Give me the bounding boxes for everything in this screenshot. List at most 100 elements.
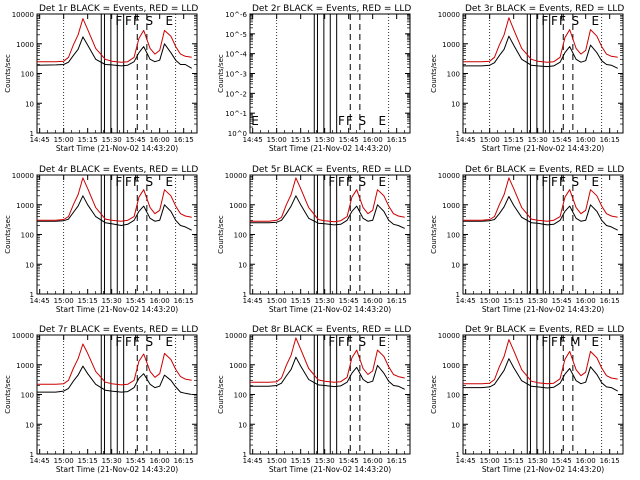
flag-marker: E bbox=[165, 175, 173, 189]
events-series-line bbox=[250, 195, 405, 229]
y-tick-label: 100 bbox=[447, 232, 460, 240]
x-tick-label: 16:15 bbox=[600, 297, 620, 305]
x-tick-label: 15:45 bbox=[126, 297, 146, 305]
x-tick-label: 16:00 bbox=[363, 297, 383, 305]
panel-det-1: Det 1r BLACK = Events, RED = LLD 1 10 100 10… bbox=[4, 4, 198, 153]
y-tick-label: 1 bbox=[243, 291, 247, 299]
flag-marker: F bbox=[133, 14, 140, 28]
panel-title: Det 7r BLACK = Events, RED = LLD bbox=[39, 325, 198, 335]
panel-det-8: Det 8r BLACK = Events, RED = LLD 1 10 100 10… bbox=[217, 325, 411, 474]
y-tick-label: 100 bbox=[21, 232, 34, 240]
x-tick-label: 15:30 bbox=[315, 297, 335, 305]
x-tick-label: 15:30 bbox=[102, 457, 122, 465]
flag-marker: F bbox=[125, 14, 132, 28]
x-tick-label: 15:30 bbox=[528, 136, 548, 144]
y-tick-label: 10 bbox=[451, 261, 460, 269]
y-tick-label: 10^-1 bbox=[225, 110, 247, 118]
x-tick-label: 15:30 bbox=[528, 457, 548, 465]
flag-marker: F bbox=[328, 335, 335, 349]
y-tick-label: 1 bbox=[456, 291, 460, 299]
x-tick-label: 14:45 bbox=[243, 136, 263, 144]
flag-marker: F bbox=[541, 175, 548, 189]
panel-title: Det 5r BLACK = Events, RED = LLD bbox=[252, 165, 411, 175]
flag-marker: E bbox=[591, 335, 599, 349]
x-tick-label: 16:00 bbox=[363, 457, 383, 465]
x-tick-label: 15:45 bbox=[552, 136, 572, 144]
y-tick-label: 10 bbox=[238, 421, 247, 429]
y-tick-label: 1 bbox=[30, 130, 34, 138]
y-tick-label: 1 bbox=[456, 451, 460, 459]
x-tick-label: 15:45 bbox=[126, 457, 146, 465]
x-tick-label: 16:15 bbox=[174, 457, 194, 465]
x-tick-label: 15:00 bbox=[480, 297, 500, 305]
flag-marker: E bbox=[591, 175, 599, 189]
x-tick-label: 16:00 bbox=[363, 136, 383, 144]
y-axis-label: Counts/sec bbox=[430, 375, 438, 414]
lld-series-line bbox=[463, 17, 618, 63]
x-axis-label: Start Time (21-Nov-02 14:43:20) bbox=[56, 305, 178, 314]
flag-marker: F bbox=[125, 335, 132, 349]
events-series-line bbox=[36, 36, 192, 69]
x-axis-label: Start Time (21-Nov-02 14:43:20) bbox=[56, 465, 178, 474]
panel-title: Det 2r BLACK = Events, RED = LLD bbox=[252, 4, 411, 14]
y-tick-label: 10 bbox=[451, 100, 460, 108]
x-tick-label: 16:15 bbox=[387, 136, 407, 144]
x-tick-label: 15:15 bbox=[78, 136, 98, 144]
x-axis-label: Start Time (21-Nov-02 14:43:20) bbox=[269, 144, 391, 153]
y-tick-label: 10 bbox=[238, 261, 247, 269]
x-tick-label: 16:00 bbox=[150, 457, 170, 465]
events-series-line bbox=[463, 358, 618, 392]
x-tick-label: 16:15 bbox=[174, 136, 194, 144]
flag-marker: F bbox=[338, 114, 345, 128]
y-tick-label: 1 bbox=[456, 130, 460, 138]
x-tick-label: 16:00 bbox=[576, 457, 596, 465]
flag-marker: S bbox=[358, 335, 366, 349]
events-series-line bbox=[37, 365, 192, 395]
flag-marker: S bbox=[358, 114, 366, 128]
y-tick-label: 10000 bbox=[438, 332, 460, 340]
lld-series-line bbox=[463, 177, 618, 222]
flag-marker: E bbox=[251, 114, 259, 128]
y-axis-label: Counts/sec bbox=[217, 375, 225, 414]
y-tick-label: 100 bbox=[447, 392, 460, 400]
flag-marker: F bbox=[338, 335, 345, 349]
flag-marker: E bbox=[378, 335, 386, 349]
x-tick-label: 15:15 bbox=[291, 457, 311, 465]
flag-marker: F bbox=[115, 14, 122, 28]
y-tick-label: 1000 bbox=[16, 202, 34, 210]
x-tick-label: 14:45 bbox=[30, 297, 50, 305]
x-tick-label: 16:15 bbox=[600, 136, 620, 144]
flag-marker: E bbox=[591, 14, 599, 28]
flag-marker: F bbox=[115, 335, 122, 349]
x-tick-label: 15:00 bbox=[267, 136, 287, 144]
x-tick-label: 15:30 bbox=[315, 136, 335, 144]
y-tick-label: 10 bbox=[451, 421, 460, 429]
flag-marker: E bbox=[378, 114, 386, 128]
y-tick-label: 10^-5 bbox=[225, 31, 247, 39]
x-tick-label: 15:00 bbox=[54, 457, 74, 465]
y-axis-label: Counts/sec bbox=[217, 54, 225, 93]
x-axis-label: Start Time (21-Nov-02 14:43:20) bbox=[482, 305, 604, 314]
x-tick-label: 15:15 bbox=[78, 457, 98, 465]
x-tick-label: 15:45 bbox=[339, 136, 359, 144]
flag-marker: F bbox=[551, 14, 558, 28]
x-tick-label: 15:30 bbox=[102, 297, 122, 305]
panel-title: Det 3r BLACK = Events, RED = LLD bbox=[465, 4, 624, 14]
x-tick-label: 16:15 bbox=[387, 297, 407, 305]
panel-title: Det 8r BLACK = Events, RED = LLD bbox=[252, 325, 411, 335]
y-tick-label: 10 bbox=[25, 421, 34, 429]
flag-marker: F bbox=[133, 335, 140, 349]
x-tick-label: 16:00 bbox=[150, 297, 170, 305]
y-tick-label: 100 bbox=[21, 392, 34, 400]
y-tick-label: 10^-3 bbox=[225, 71, 247, 79]
panel-det-4: Det 4r BLACK = Events, RED = LLD 1 10 100 10… bbox=[4, 165, 198, 314]
y-tick-label: 1000 bbox=[16, 41, 34, 49]
flag-marker: S bbox=[571, 14, 579, 28]
y-tick-label: 1 bbox=[30, 451, 34, 459]
flag-marker: S bbox=[145, 175, 153, 189]
y-tick-label: 1000 bbox=[229, 202, 247, 210]
y-tick-label: 10000 bbox=[438, 172, 460, 180]
x-tick-label: 15:15 bbox=[504, 297, 524, 305]
x-tick-label: 15:00 bbox=[54, 136, 74, 144]
